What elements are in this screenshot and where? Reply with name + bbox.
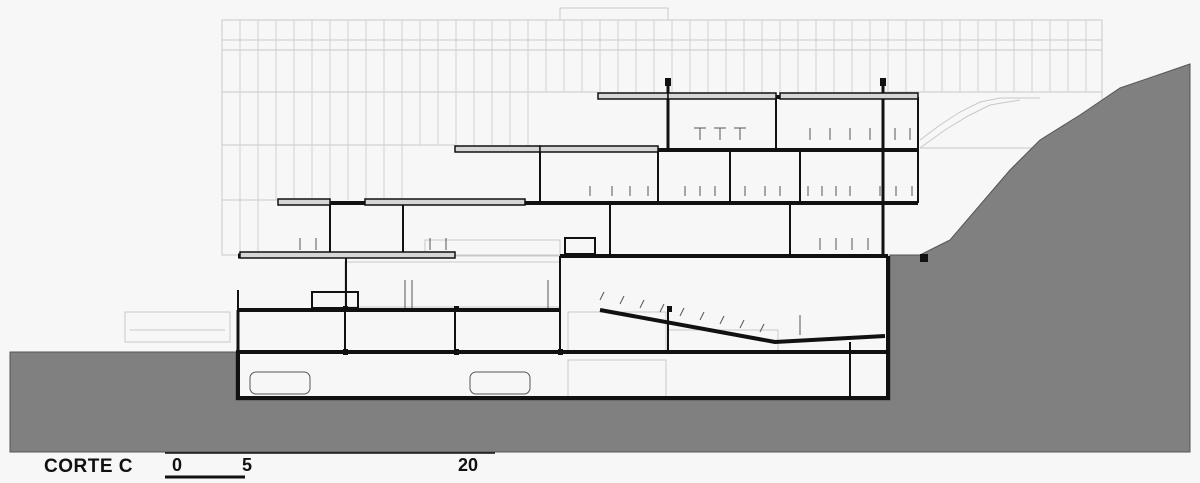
scale-bar: [165, 452, 495, 479]
section-cut: [236, 82, 919, 400]
scale-tick-5: 5: [242, 455, 253, 475]
scale-tick-0: 0: [172, 455, 183, 475]
scale-tick-20: 20: [458, 455, 479, 475]
column-nodes: [343, 78, 928, 355]
slab-hatch: [239, 92, 919, 259]
section-title: CORTE C: [44, 456, 133, 477]
figures: [249, 127, 913, 395]
